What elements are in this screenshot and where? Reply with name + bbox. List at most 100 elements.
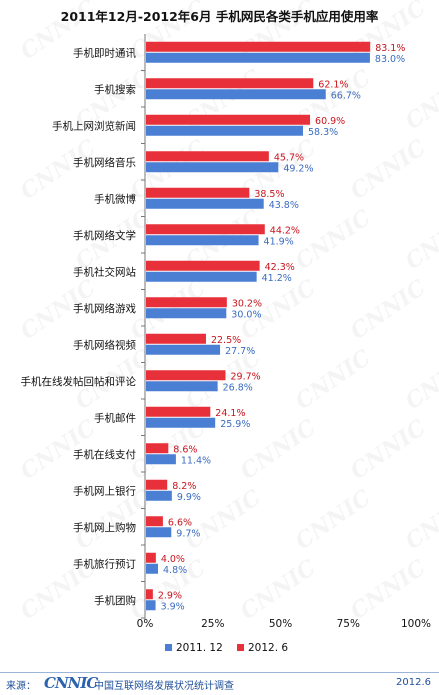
- category-label: 手机邮件: [94, 411, 136, 424]
- data-label-2011-12: 83.0%: [375, 54, 405, 65]
- watermark-text: CNNIC: [291, 344, 376, 415]
- data-label-2011-12: 11.4%: [181, 455, 211, 466]
- data-label-2011-12: 41.2%: [262, 273, 292, 284]
- bar-2011-12: [146, 52, 370, 63]
- data-label-2012-6: 22.5%: [211, 335, 241, 346]
- data-label-2012-6: 42.3%: [265, 262, 295, 273]
- bar-2012-6: [146, 443, 169, 454]
- category-label: 手机网络视频: [73, 338, 136, 351]
- data-label-2011-12: 3.9%: [161, 601, 185, 612]
- data-label-2011-12: 25.9%: [220, 419, 250, 430]
- data-label-2012-6: 38.5%: [254, 189, 284, 200]
- bar-2011-12: [146, 198, 264, 209]
- watermark-text: CNNIC: [16, 134, 101, 205]
- watermark-text: CNNIC: [401, 344, 439, 415]
- watermark-text: CNNIC: [346, 274, 431, 345]
- category-label: 手机旅行预订: [73, 557, 136, 570]
- category-label: 手机团购: [94, 594, 136, 607]
- category-label: 手机社交网站: [73, 265, 136, 278]
- data-label-2011-12: 41.9%: [264, 236, 294, 247]
- bar-2011-12: [146, 490, 172, 501]
- data-label-2012-6: 44.2%: [270, 225, 300, 236]
- category-label: 手机搜索: [94, 83, 136, 96]
- watermark-text: CNNIC: [346, 414, 431, 485]
- data-label-2012-6: 8.6%: [173, 444, 197, 455]
- bar-2011-12: [146, 454, 176, 465]
- bar-2012-6: [146, 333, 206, 344]
- data-label-2011-12: 9.9%: [177, 492, 201, 503]
- bar-2011-12: [146, 600, 156, 611]
- bar-2012-6: [146, 114, 311, 125]
- x-tick-label: 50%: [269, 618, 292, 630]
- category-label: 手机上网浏览新闻: [52, 119, 136, 132]
- watermark-text: CNNIC: [401, 204, 439, 275]
- bar-2012-6: [146, 187, 250, 198]
- x-tick-label: 25%: [201, 618, 224, 630]
- data-label-2012-6: 8.2%: [172, 481, 196, 492]
- data-label-2012-6: 60.9%: [315, 116, 345, 127]
- data-label-2012-6: 62.1%: [318, 79, 348, 90]
- watermark-text: CNNIC: [291, 204, 376, 275]
- watermark-text: CNNIC: [346, 554, 431, 625]
- bar-2012-6: [146, 589, 153, 600]
- data-label-2012-6: 4.0%: [161, 554, 185, 565]
- bar-2012-6: [146, 297, 227, 308]
- bar-2012-6: [146, 516, 163, 527]
- data-label-2011-12: 27.7%: [225, 346, 255, 357]
- x-tick-label: 100%: [401, 618, 431, 630]
- category-label: 手机网上银行: [73, 484, 136, 497]
- category-label: 手机网络音乐: [73, 156, 136, 169]
- data-label-2011-12: 49.2%: [283, 163, 313, 174]
- data-label-2012-6: 30.2%: [232, 298, 262, 309]
- bar-2012-6: [146, 370, 226, 381]
- data-label-2011-12: 9.7%: [176, 528, 200, 539]
- bar-2011-12: [146, 125, 303, 136]
- bar-2011-12: [146, 417, 216, 428]
- bar-2011-12: [146, 527, 172, 538]
- footer: 来源： CNNIC 中国互联网络发展状况统计调查 2012.6: [0, 672, 439, 695]
- footer-date: 2012.6: [396, 677, 431, 688]
- watermark-text: CNNIC: [401, 484, 439, 555]
- data-label-2012-6: 24.1%: [215, 408, 245, 419]
- category-label: 手机网络文学: [73, 229, 136, 242]
- data-label-2011-12: 30.0%: [231, 309, 261, 320]
- legend-label-2012-6: 2012. 6: [248, 642, 288, 654]
- bar-2011-12: [146, 235, 259, 246]
- bar-2012-6: [146, 151, 269, 162]
- category-label: 手机微博: [94, 192, 136, 205]
- cnnic-logo: CNNIC: [44, 674, 98, 692]
- source-label: 来源：: [6, 681, 36, 692]
- data-label-2011-12: 66.7%: [331, 90, 361, 101]
- category-label: 手机在线支付: [73, 448, 136, 461]
- bar-2012-6: [146, 406, 211, 417]
- data-label-2011-12: 26.8%: [223, 382, 253, 393]
- bar-2011-12: [146, 381, 218, 392]
- watermark-text: CNNIC: [236, 554, 321, 625]
- data-label-2011-12: 43.8%: [269, 200, 299, 211]
- bar-2011-12: [146, 89, 326, 100]
- category-label: 手机网络游戏: [73, 302, 136, 315]
- data-label-2012-6: 2.9%: [158, 590, 182, 601]
- watermark-text: CNNIC: [291, 484, 376, 555]
- legend-swatch-2011-12: [165, 644, 172, 651]
- data-label-2011-12: 4.8%: [163, 565, 187, 576]
- bar-2012-6: [146, 479, 168, 490]
- category-label: 手机网上购物: [73, 521, 136, 534]
- data-label-2012-6: 29.7%: [230, 371, 260, 382]
- bar-2012-6: [146, 552, 156, 563]
- legend-swatch-2012-6: [237, 644, 244, 651]
- x-tick-label: 0%: [137, 618, 154, 630]
- data-label-2012-6: 45.7%: [274, 152, 304, 163]
- bar-2011-12: [146, 271, 257, 282]
- bar-2011-12: [146, 344, 221, 355]
- watermark-text: CNNIC: [401, 64, 439, 135]
- bar-2011-12: [146, 308, 227, 319]
- bar-2011-12: [146, 162, 279, 173]
- bar-2012-6: [146, 41, 371, 52]
- category-label: 手机即时通讯: [73, 46, 136, 59]
- bar-2011-12: [146, 563, 159, 574]
- chart-title: 2011年12月-2012年6月 手机网民各类手机应用使用率: [60, 9, 379, 24]
- category-label: 手机在线发帖回帖和评论: [21, 375, 137, 388]
- data-label-2012-6: 6.6%: [168, 517, 192, 528]
